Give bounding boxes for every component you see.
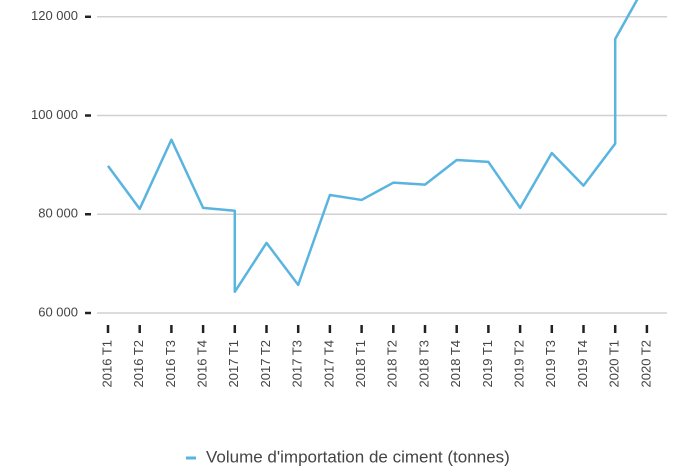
x-tick-label: 2019 T1 bbox=[480, 340, 495, 387]
x-tick-label: 2018 T1 bbox=[353, 340, 368, 387]
y-tick-label: 100 000 bbox=[31, 107, 78, 122]
x-tick-label: 2018 T3 bbox=[416, 340, 431, 387]
x-tick-label: 2018 T2 bbox=[385, 340, 400, 387]
x-tick-label: 2019 T2 bbox=[512, 340, 527, 387]
x-tick-label: 2017 T4 bbox=[321, 340, 336, 387]
data-line bbox=[106, 0, 639, 294]
y-tick-label: 120 000 bbox=[31, 8, 78, 23]
x-tick-label: 2020 T1 bbox=[607, 340, 622, 387]
x-tick-label: 2019 T3 bbox=[543, 340, 558, 387]
x-tick-label: 2016 T1 bbox=[99, 340, 114, 387]
x-tick-label: 2020 T2 bbox=[638, 340, 653, 387]
legend-label: Volume d'importation de ciment (tonnes) bbox=[206, 447, 510, 466]
x-tick-label: 2017 T2 bbox=[258, 340, 273, 387]
x-tick-label: 2016 T3 bbox=[163, 340, 178, 387]
x-tick-label: 2016 T4 bbox=[195, 340, 210, 387]
x-tick-label: 2018 T4 bbox=[448, 340, 463, 387]
x-tick-label: 2017 T1 bbox=[226, 340, 241, 387]
y-tick-label: 80 000 bbox=[38, 206, 78, 221]
x-tick-label: 2017 T3 bbox=[290, 340, 305, 387]
plot bbox=[106, 0, 639, 294]
y-tick-label: 60 000 bbox=[38, 304, 78, 319]
x-tick-label: 2019 T4 bbox=[575, 340, 590, 387]
x-tick-label: 2016 T2 bbox=[131, 340, 146, 387]
